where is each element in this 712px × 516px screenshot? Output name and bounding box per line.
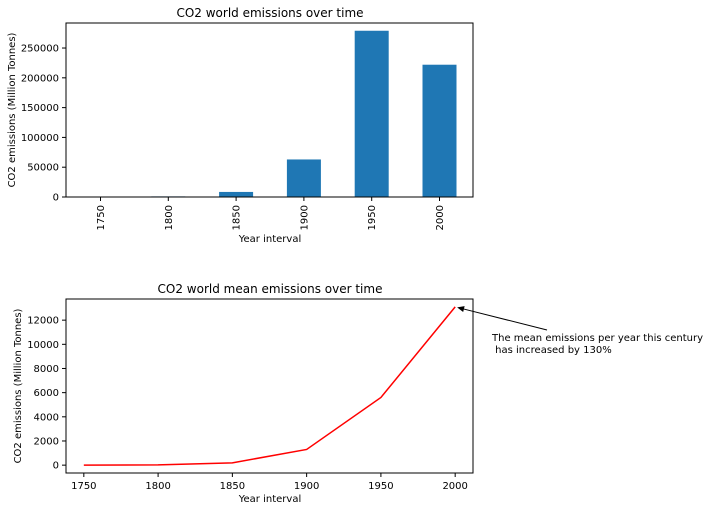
x-tick-label: 1800: [164, 205, 175, 230]
line-chart-y-label: CO2 emissions (Million Tonnes): [13, 308, 24, 463]
bar-chart-y-label: CO2 emissions (Million Tonnes): [7, 32, 18, 187]
x-tick-label: 1850: [232, 205, 243, 230]
annotation-text-line-2: has increased by 130%: [492, 345, 612, 356]
y-tick-label: 4000: [34, 412, 59, 423]
bar: [423, 65, 457, 197]
y-tick-label: 250000: [21, 44, 59, 55]
series-line: [84, 307, 455, 465]
bar-chart-title: CO2 world emissions over time: [176, 6, 363, 20]
x-tick-label: 1950: [367, 205, 378, 230]
y-tick-label: 6000: [34, 388, 59, 399]
x-tick-label: 2000: [435, 205, 446, 230]
bar: [219, 192, 253, 197]
y-tick-label: 8000: [34, 364, 59, 375]
x-tick-label: 1900: [299, 205, 310, 230]
y-tick-label: 200000: [21, 73, 59, 84]
bar-chart-x-axis: 1750 1800 1850 1900 1950 2000: [96, 197, 446, 230]
x-tick-label: 1950: [368, 481, 393, 492]
bar-chart-frame: [66, 23, 473, 197]
annotation-arrowhead: [457, 306, 465, 312]
bar-chart-y-axis: 0 50000 100000 150000 200000 250000: [21, 44, 66, 204]
annotation-arrow: [463, 309, 547, 330]
y-tick-label: 50000: [27, 163, 59, 174]
bar-chart-x-label: Year interval: [238, 234, 301, 245]
y-tick-label: 150000: [21, 103, 59, 114]
line-chart-title: CO2 world mean emissions over time: [158, 282, 383, 296]
y-tick-label: 0: [53, 461, 59, 472]
y-tick-label: 100000: [21, 133, 59, 144]
annotation-text-line-1: The mean emissions per year this century: [491, 333, 703, 344]
y-tick-label: 10000: [27, 340, 59, 351]
bar-series: [84, 31, 457, 198]
x-tick-label: 1850: [220, 481, 245, 492]
bar-chart: CO2 world emissions over time 0 50000 1000…: [7, 6, 473, 245]
line-series: [84, 307, 455, 465]
y-tick-label: 0: [53, 193, 59, 204]
x-tick-label: 1750: [71, 481, 96, 492]
line-chart-x-axis: 1750 1800 1850 1900 1950 2000: [71, 473, 468, 492]
line-chart: CO2 world mean emissions over time 0 2000…: [13, 282, 703, 505]
x-tick-label: 1750: [96, 205, 107, 230]
y-tick-label: 12000: [27, 316, 59, 327]
bar: [355, 31, 389, 197]
x-tick-label: 1900: [294, 481, 319, 492]
bar: [287, 159, 321, 197]
line-chart-frame: [66, 299, 473, 473]
y-tick-label: 2000: [34, 436, 59, 447]
x-tick-label: 1800: [145, 481, 170, 492]
line-chart-x-label: Year interval: [238, 494, 301, 505]
x-tick-label: 2000: [442, 481, 467, 492]
line-chart-y-axis: 0 2000 4000 6000 8000 10000 12000: [27, 316, 66, 472]
annotation: The mean emissions per year this century…: [457, 306, 703, 356]
